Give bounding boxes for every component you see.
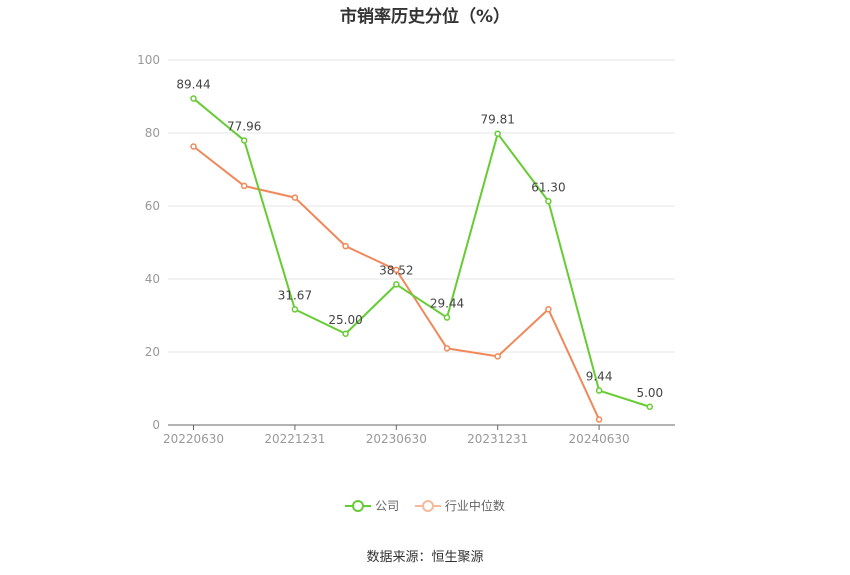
data-point-industry-median <box>494 353 501 360</box>
data-label-layer: 89.44 77.96 31.67 25.00 38.52 29.44 79.81 61.30… <box>176 78 663 400</box>
series-layer <box>190 95 654 423</box>
data-point-company <box>443 314 451 321</box>
data-point-industry-median <box>240 182 248 190</box>
data-point-company <box>291 306 299 313</box>
data-label-company: 77.96 <box>227 119 261 133</box>
legend-label-industry-median: 行业中位数 <box>444 499 505 513</box>
data-label-company: 61.30 <box>531 180 565 194</box>
y-tick-label: 0 <box>152 418 160 432</box>
data-point-company <box>595 387 603 394</box>
data-point-industry-median <box>393 266 400 274</box>
y-tick-label: 40 <box>145 272 160 286</box>
data-point-company <box>545 198 552 205</box>
data-point-company <box>393 281 400 288</box>
x-tick-label: 20221231 <box>264 432 325 446</box>
data-point-industry-median <box>443 345 451 352</box>
data-point-company <box>342 330 349 337</box>
data-point-company <box>494 130 501 137</box>
data-label-company: 79.81 <box>481 113 515 127</box>
y-tick-label: 100 <box>137 53 160 67</box>
legend-swatch-industry-median <box>414 499 441 513</box>
data-label-company: 5.00 <box>636 386 663 400</box>
data-point-industry-median <box>342 242 349 250</box>
y-tick-label: 80 <box>145 126 160 140</box>
y-tick-label: 60 <box>145 199 160 213</box>
x-tick-label: 20220630 <box>163 432 224 446</box>
data-point-company <box>240 137 248 144</box>
legend-swatch-company <box>345 499 372 513</box>
x-tick-label: 20240630 <box>569 432 630 446</box>
legend-label-company: 公司 <box>375 499 400 513</box>
axis-layer: 0 20 40 60 80 100 20220630 20221231 20230630 2023… <box>137 53 675 446</box>
data-point-industry-median <box>291 194 299 201</box>
chart-title: 市销率历史分位（%） <box>339 7 511 27</box>
data-label-company: 38.52 <box>379 263 413 277</box>
data-label-company: 29.44 <box>430 297 464 311</box>
data-label-company: 31.67 <box>278 288 312 302</box>
data-point-industry-median <box>190 143 197 150</box>
data-label-company: 9.44 <box>586 370 613 384</box>
data-label-company: 25.00 <box>328 313 362 327</box>
data-point-industry-median <box>595 416 603 423</box>
x-tick-label: 20231231 <box>467 432 528 446</box>
y-tick-label: 20 <box>145 345 160 359</box>
grid-layer <box>168 59 675 353</box>
data-point-company <box>646 403 654 410</box>
data-point-industry-median <box>545 306 552 313</box>
legend: 公司 行业中位数 <box>0 497 850 516</box>
data-label-company: 89.44 <box>176 78 210 92</box>
legend-item-industry-median[interactable]: 行业中位数 <box>414 497 505 514</box>
source-note: 数据来源：恒生聚源 <box>366 550 484 565</box>
legend-item-company[interactable]: 公司 <box>345 497 399 514</box>
data-point-company <box>190 95 197 102</box>
series-line-company <box>192 97 651 408</box>
x-tick-label: 20230630 <box>366 432 427 446</box>
